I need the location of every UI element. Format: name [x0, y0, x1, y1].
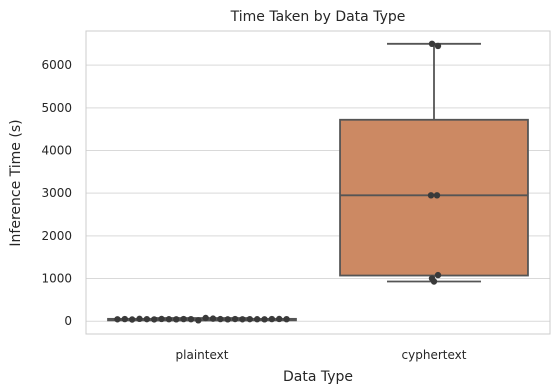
- x-tick-label: plaintext: [176, 348, 229, 362]
- data-point: [128, 316, 136, 323]
- data-point: [276, 315, 283, 323]
- data-point: [217, 315, 224, 323]
- y-tick-label: 6000: [41, 58, 72, 72]
- x-axis-label: Data Type: [283, 369, 353, 385]
- box-cyphertext: [339, 40, 529, 285]
- data-point: [224, 316, 231, 323]
- x-tick-labels: plaintext cyphertext: [176, 348, 467, 362]
- x-tick-label: cyphertext: [402, 348, 467, 362]
- data-point: [136, 315, 143, 323]
- box-plaintext: [107, 314, 297, 324]
- y-tick-labels: 0 1000 2000 3000 4000 5000 6000: [41, 58, 72, 328]
- data-point: [428, 40, 436, 48]
- data-point: [427, 192, 435, 199]
- data-point: [246, 315, 253, 323]
- y-gridlines: [86, 64, 550, 322]
- data-point: [283, 315, 290, 323]
- data-point: [180, 315, 187, 323]
- data-point: [209, 315, 217, 322]
- data-point: [202, 314, 209, 322]
- data-point: [434, 42, 442, 50]
- data-point: [239, 316, 246, 323]
- data-point: [433, 192, 441, 199]
- data-point: [430, 278, 438, 285]
- data-point: [165, 316, 173, 323]
- data-point: [173, 316, 180, 323]
- data-point: [231, 315, 239, 323]
- data-point: [114, 316, 121, 323]
- box-iqr: [339, 118, 529, 277]
- y-tick-label: 4000: [41, 143, 72, 157]
- y-tick-label: 2000: [41, 229, 72, 243]
- data-point: [195, 317, 202, 324]
- data-point: [121, 315, 128, 323]
- data-point: [261, 316, 268, 323]
- y-axis-label: Inference Time (s): [8, 119, 24, 246]
- data-point: [187, 315, 195, 323]
- plot-frame: [85, 30, 551, 335]
- data-point: [158, 315, 165, 323]
- y-tick-label: 3000: [41, 186, 72, 200]
- y-tick-label: 5000: [41, 101, 72, 115]
- y-tick-label: 1000: [41, 272, 72, 286]
- data-point: [143, 315, 151, 323]
- data-point: [434, 271, 442, 279]
- data-point: [151, 316, 158, 323]
- data-point: [268, 315, 276, 323]
- boxes: [107, 40, 529, 324]
- data-point: [253, 316, 261, 323]
- chart-title: Time Taken by Data Type: [230, 9, 406, 25]
- y-tick-label: 0: [64, 314, 72, 328]
